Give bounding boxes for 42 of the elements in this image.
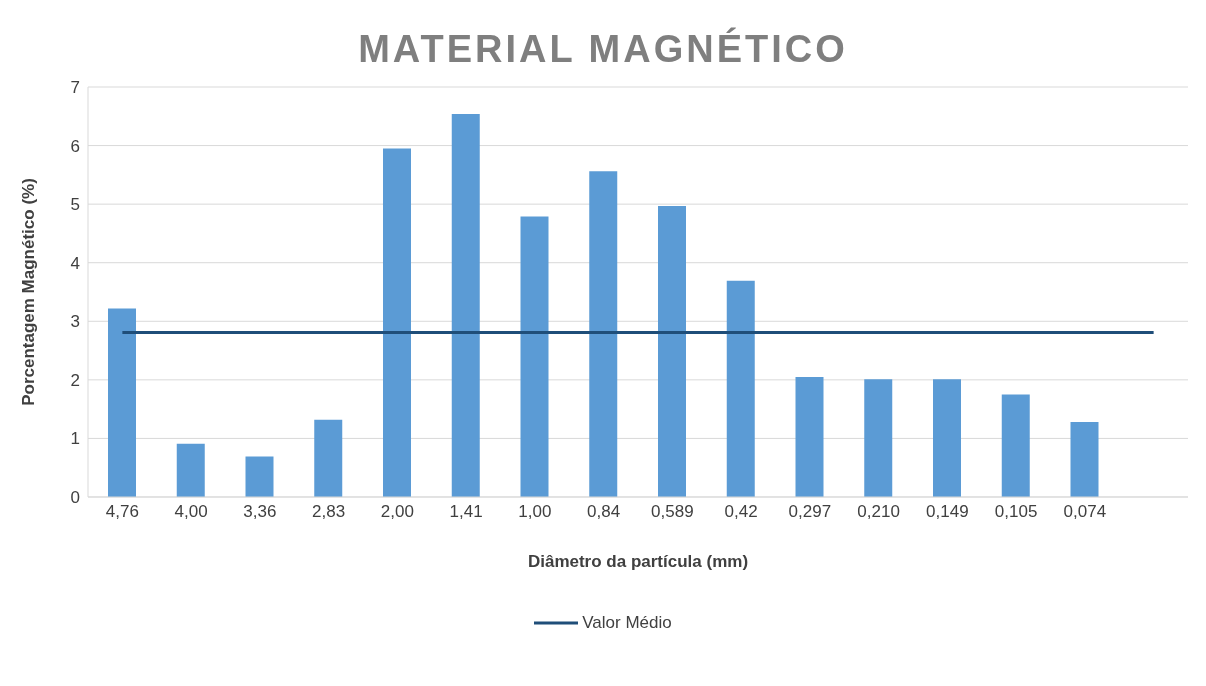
x-tick-label: 3,36 xyxy=(243,502,277,522)
bar xyxy=(451,113,480,497)
chart-title: MATERIAL MAGNÉTICO xyxy=(357,28,849,71)
bar xyxy=(933,379,961,497)
bar xyxy=(108,308,136,497)
bar xyxy=(383,148,411,497)
y-tick-label: 0 xyxy=(70,488,80,508)
legend-label: Valor Médio xyxy=(582,613,672,633)
x-axis-title: Diâmetro da partícula (mm) xyxy=(527,552,749,571)
x-tick-label: 0,589 xyxy=(651,502,694,522)
y-tick-label: 2 xyxy=(70,370,80,390)
x-tick-label: 0,297 xyxy=(788,502,832,522)
y-tick-label: 3 xyxy=(70,312,80,332)
x-tick-label: 2,83 xyxy=(312,502,346,522)
y-axis-title: Porcentagem Magnético (%) xyxy=(19,178,39,406)
x-tick-label: 0,84 xyxy=(587,502,621,522)
y-tick-label: 1 xyxy=(70,429,80,449)
x-tick-label: 1,41 xyxy=(449,502,483,522)
bar xyxy=(520,216,549,497)
bar xyxy=(795,376,824,497)
bar xyxy=(658,205,686,497)
bar xyxy=(726,280,755,497)
bar xyxy=(245,456,274,497)
bar xyxy=(589,171,618,497)
x-tick-label: 0,074 xyxy=(1063,502,1107,522)
bar xyxy=(864,379,893,497)
x-tick-label: 4,76 xyxy=(105,502,139,522)
x-tick-label: 2,00 xyxy=(380,502,414,522)
x-tick-label: 4,00 xyxy=(174,502,208,522)
y-tick-label: 6 xyxy=(70,136,80,156)
y-tick-label: 7 xyxy=(70,78,80,98)
x-tick-label: 0,149 xyxy=(926,502,969,522)
y-tick-label: 5 xyxy=(70,195,80,215)
x-tick-label: 0,105 xyxy=(994,502,1038,522)
bar xyxy=(176,443,205,497)
x-tick-label: 1,00 xyxy=(518,502,552,522)
bar xyxy=(314,419,343,497)
x-tick-label: 0,210 xyxy=(857,502,900,522)
y-tick-label: 4 xyxy=(70,253,80,273)
bar xyxy=(1070,422,1099,497)
x-tick-label: 0,42 xyxy=(724,502,758,522)
bar xyxy=(1001,394,1030,497)
